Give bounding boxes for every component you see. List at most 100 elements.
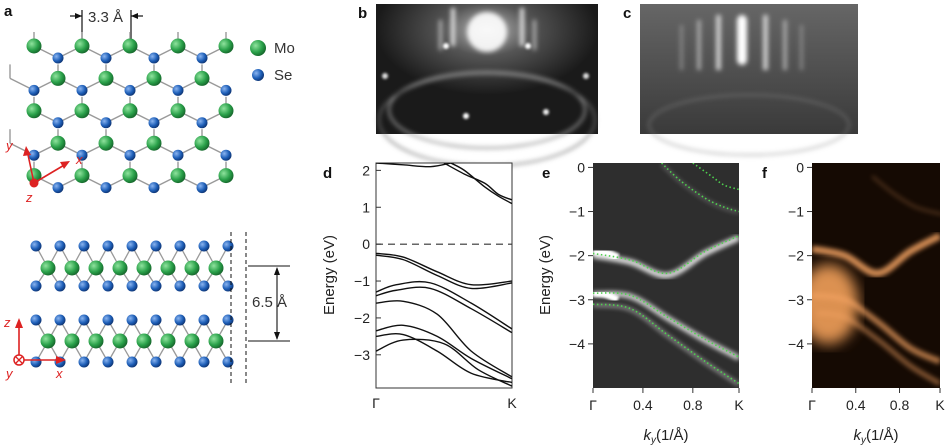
se-atom — [102, 240, 114, 252]
x-tick-label-d: K — [507, 395, 517, 411]
band-line-d-9 — [443, 163, 512, 201]
band-line-d-4 — [376, 300, 512, 378]
arpes-band-f-1 — [812, 292, 940, 365]
se-atom — [220, 149, 232, 161]
mo-atom — [194, 70, 210, 86]
mo-atom — [74, 38, 90, 54]
panel-label-a: a — [4, 3, 13, 20]
se-atom — [102, 356, 114, 368]
band-line-d-2 — [376, 280, 512, 330]
mo-atom — [160, 333, 176, 349]
mo-atom — [26, 168, 42, 184]
mo-atom — [218, 103, 234, 119]
x-tick-label-f: 0.4 — [846, 397, 866, 413]
arpes-intensity-e — [593, 163, 739, 386]
mo-atom — [50, 135, 66, 151]
se-atom — [150, 356, 162, 368]
legend: Mo Se — [250, 40, 295, 84]
se-atom — [126, 280, 138, 292]
panel-label-d: d — [323, 165, 332, 182]
mo-atom — [194, 135, 210, 151]
mo-atom — [40, 260, 56, 276]
mo-atom — [184, 260, 200, 276]
arpes-band-e-2 — [593, 303, 739, 386]
x-tick-label-f: K — [935, 397, 945, 413]
y-tick-label-f: −3 — [788, 292, 804, 308]
panel-e: e 0 −1 −2 −3 −4 Γ 0.4 0.8 K Energy (eV) ky(1/Å) — [537, 159, 744, 446]
se-atom — [28, 84, 40, 96]
y-tick-label-d: 1 — [362, 199, 370, 215]
mo-atom — [26, 103, 42, 119]
mo-atom — [26, 38, 42, 54]
arpes-blob-f — [812, 264, 859, 345]
mo-atom — [170, 168, 186, 184]
arpes-band-e-3 — [660, 163, 739, 214]
y-axis-label-d: Energy (eV) — [321, 235, 338, 315]
se-atom — [150, 280, 162, 292]
se-atom — [78, 240, 90, 252]
y-tick-label-d: −3 — [354, 347, 370, 363]
legend-mo-swatch — [250, 40, 266, 56]
se-atom — [222, 356, 234, 368]
se-atom — [52, 117, 64, 129]
x-axis-label-e: ky(1/Å) — [643, 427, 688, 446]
arpes-band-e-1 — [593, 291, 739, 361]
y-tick-label-f: −2 — [788, 248, 804, 264]
mo-atom — [98, 135, 114, 151]
se-atom — [54, 240, 66, 252]
band-line-d-5 — [376, 324, 512, 380]
y-tick-label-e: −2 — [569, 248, 585, 264]
se-atom — [174, 314, 186, 326]
se-atom — [52, 52, 64, 64]
x-tick-label-f: 0.8 — [890, 397, 910, 413]
se-atom — [28, 149, 40, 161]
x-tick-label-d: Γ — [372, 395, 380, 411]
se-atom — [148, 52, 160, 64]
se-atom — [30, 356, 42, 368]
mo-atom — [146, 135, 162, 151]
calc-band-e-1 — [593, 292, 739, 358]
x-tick-label-e: 0.4 — [633, 397, 653, 413]
y-tick-label-e: −1 — [569, 204, 585, 220]
se-atom — [174, 356, 186, 368]
se-atom — [222, 240, 234, 252]
side-view-axes: z y x — [3, 315, 66, 381]
y-tick-label-d: 0 — [362, 236, 370, 252]
se-atom — [172, 84, 184, 96]
mo-atom — [160, 260, 176, 276]
top-view-lattice — [9, 32, 234, 194]
panel-b: b — [358, 4, 598, 167]
legend-mo-label: Mo — [274, 40, 295, 57]
se-atom — [52, 182, 64, 194]
se-atom — [196, 117, 208, 129]
y-tick-label-e: −3 — [569, 292, 585, 308]
band-line-d-3 — [376, 286, 512, 334]
se-atom — [78, 356, 90, 368]
panel-label-e: e — [542, 165, 550, 182]
y-ticks-e: 0 −1 −2 −3 −4 — [569, 159, 593, 352]
arpes-hotspot-e2 — [593, 289, 620, 303]
mo-atom — [184, 333, 200, 349]
band-line-d-10 — [376, 163, 451, 168]
y-axis-label-e: Energy (eV) — [537, 235, 554, 315]
mo-atom — [208, 333, 224, 349]
se-atom — [100, 182, 112, 194]
legend-se-label: Se — [274, 67, 292, 84]
band-line-d-1 — [376, 254, 512, 290]
se-atom — [198, 280, 210, 292]
se-atom — [196, 52, 208, 64]
x-tick-label-e: Γ — [589, 397, 597, 413]
calc-band-e-3 — [661, 163, 739, 213]
arpes-intensity-f — [812, 175, 940, 386]
axis-z-top: z — [25, 190, 33, 205]
mo-atom — [50, 70, 66, 86]
lattice-constant-label: 3.3 Å — [88, 9, 123, 26]
mo-atom — [112, 333, 128, 349]
se-atom — [78, 314, 90, 326]
panel-c: c — [623, 4, 858, 156]
arpes-band-e-0 — [593, 235, 739, 279]
se-atom — [198, 314, 210, 326]
se-atom — [102, 314, 114, 326]
